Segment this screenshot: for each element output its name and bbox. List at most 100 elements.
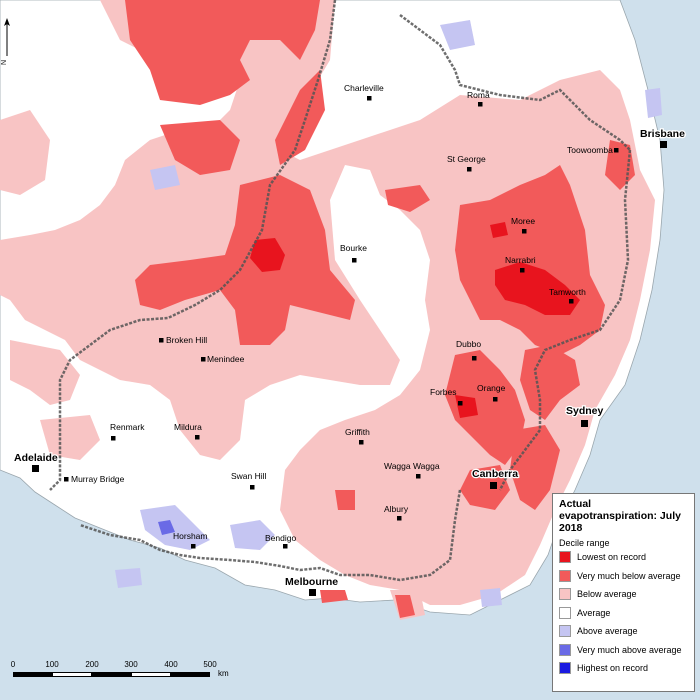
marker-broken-hill <box>159 338 164 343</box>
label-canberra: Canberra <box>472 468 518 480</box>
marker-bendigo <box>283 544 288 549</box>
label-wagga-wagga: Wagga Wagga <box>384 461 440 471</box>
label-albury: Albury <box>384 504 409 514</box>
label-broken-hill: Broken Hill <box>166 335 207 345</box>
label-melbourne: Melbourne <box>285 576 338 588</box>
marker-renmark <box>111 436 116 441</box>
marker-dubbo <box>472 356 477 361</box>
scale-tick: 400 <box>164 660 178 669</box>
marker-albury <box>397 516 402 521</box>
legend-swatch <box>559 551 571 564</box>
scale-segment <box>92 672 131 677</box>
legend-item: Below average <box>559 585 688 604</box>
scale-tick: 100 <box>45 660 59 669</box>
legend-item: Average <box>559 604 688 623</box>
legend: Actual evapotranspiration: July 2018 Dec… <box>552 493 695 692</box>
label-orange: Orange <box>477 383 506 393</box>
label-adelaide: Adelaide <box>14 452 58 464</box>
north-arrow-icon <box>4 18 10 56</box>
label-st-george: St George <box>447 154 486 164</box>
scale-segment <box>171 672 210 677</box>
marker-orange <box>493 397 498 402</box>
label-narrabri: Narrabri <box>505 255 536 265</box>
scale-bar: 0 100 200 300 400 500 km <box>8 660 233 690</box>
scale-tick: 300 <box>124 660 138 669</box>
legend-swatch <box>559 643 571 656</box>
marker-swan-hill <box>250 485 255 490</box>
scale-segment <box>52 672 92 677</box>
marker-canberra <box>490 482 497 489</box>
town-markers <box>64 96 619 549</box>
marker-melbourne <box>309 589 316 596</box>
legend-title: Actual evapotranspiration: July 2018 <box>559 498 681 534</box>
legend-label: Very much below average <box>577 570 681 581</box>
label-sydney: Sydney <box>566 405 604 417</box>
legend-swatch <box>559 569 571 582</box>
label-horsham: Horsham <box>173 531 207 541</box>
town-labels: Charleville Roma Toowoomba St George Mor… <box>71 83 613 543</box>
very-much-above-average-zones <box>158 520 175 535</box>
label-renmark: Renmark <box>110 422 145 432</box>
label-bendigo: Bendigo <box>265 533 296 543</box>
marker-moree <box>522 229 527 234</box>
marker-adelaide <box>32 465 39 472</box>
label-charleville: Charleville <box>344 83 384 93</box>
marker-mildura <box>195 435 200 440</box>
label-menindee: Menindee <box>207 354 245 364</box>
north-label: N <box>1 59 9 66</box>
marker-toowoomba <box>614 148 619 153</box>
very-much-below-average-zones <box>125 0 635 618</box>
marker-narrabri <box>520 268 525 273</box>
scale-tick: 500 <box>203 660 217 669</box>
label-murray-bridge: Murray Bridge <box>71 474 125 484</box>
marker-wagga-wagga <box>416 474 421 479</box>
scale-segment <box>131 672 171 677</box>
marker-forbes <box>458 401 463 406</box>
label-toowoomba: Toowoomba <box>567 145 613 155</box>
legend-label: Below average <box>577 589 637 600</box>
scale-unit: km <box>218 669 229 678</box>
label-bourke: Bourke <box>340 243 367 253</box>
marker-brisbane <box>660 141 667 148</box>
above-average-zones <box>115 20 662 607</box>
legend-label: Very much above average <box>577 644 682 655</box>
label-swan-hill: Swan Hill <box>231 471 267 481</box>
legend-swatch <box>559 606 571 619</box>
label-griffith: Griffith <box>345 427 370 437</box>
legend-swatch <box>559 662 571 675</box>
legend-item: Very much above average <box>559 641 688 660</box>
legend-subtitle: Decile range <box>559 538 610 548</box>
marker-charleville <box>367 96 372 101</box>
marker-murray-bridge <box>64 477 69 482</box>
label-brisbane: Brisbane <box>640 128 685 140</box>
scale-tick: 200 <box>85 660 99 669</box>
legend-item: Very much below average <box>559 567 688 586</box>
marker-roma <box>478 102 483 107</box>
scale-tick: 0 <box>10 660 16 669</box>
legend-swatch <box>559 588 571 601</box>
legend-label: Highest on record <box>577 663 649 674</box>
label-mildura: Mildura <box>174 422 202 432</box>
city-labels: Brisbane Sydney Adelaide Canberra Melbou… <box>13 127 687 590</box>
legend-item: Lowest on record <box>559 548 688 567</box>
scale-segment <box>13 672 52 677</box>
marker-st-george <box>467 167 472 172</box>
legend-label: Average <box>577 607 611 618</box>
city-markers <box>32 141 667 596</box>
label-forbes: Forbes <box>430 387 456 397</box>
legend-label: Lowest on record <box>577 552 647 563</box>
marker-bourke <box>352 258 357 263</box>
marker-griffith <box>359 440 364 445</box>
legend-label: Above average <box>577 626 638 637</box>
marker-horsham <box>191 544 196 549</box>
state-borders <box>49 0 632 582</box>
lowest-on-record-zones <box>250 222 580 418</box>
marker-menindee <box>201 357 206 362</box>
label-moree: Moree <box>511 216 535 226</box>
legend-swatch <box>559 625 571 638</box>
marker-sydney <box>581 420 588 427</box>
marker-tamworth <box>569 299 574 304</box>
legend-item: Highest on record <box>559 659 688 678</box>
label-roma: Roma <box>467 90 490 100</box>
